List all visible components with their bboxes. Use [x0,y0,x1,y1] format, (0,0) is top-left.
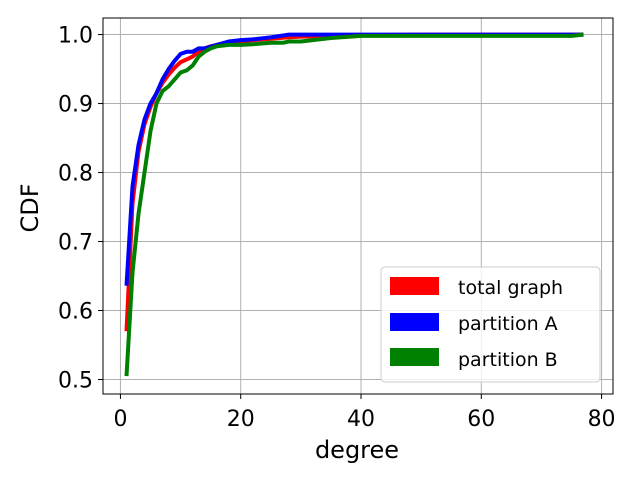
series-line-partition-a [124,32,584,286]
y-tick-label: 0.8 [58,162,93,187]
x-tick-label: 80 [588,407,616,432]
legend-swatch-total-graph [390,277,439,295]
y-axis-label: CDF [16,183,44,232]
legend: total graph partition A partition B [380,266,601,383]
x-axis-label: degree [315,436,399,464]
legend-swatch-partition-a [390,313,439,331]
y-tick-label: 0.9 [58,93,93,118]
y-tick-label: 1.0 [58,24,93,49]
series-line-partition-b [124,32,584,377]
series-layer [124,32,584,377]
legend-label-partition-a: partition A [458,313,558,335]
y-tick-label: 0.7 [58,231,93,256]
x-tick-label: 0 [113,407,127,432]
x-tick-label: 20 [227,407,255,432]
y-tick-label: 0.6 [58,300,93,325]
x-tick-label: 40 [347,407,375,432]
legend-label-partition-b: partition B [458,349,558,371]
legend-swatch-partition-b [390,348,439,366]
tick-marks [98,34,603,399]
grid [103,18,613,394]
x-tick-label: 60 [467,407,495,432]
tick-labels: 0 20 40 60 80 0.5 0.6 0.7 0.8 0.9 1.0 [58,24,616,432]
legend-label-total-graph: total graph [458,277,563,299]
plot-frame [102,17,614,395]
y-tick-label: 0.5 [58,369,93,394]
